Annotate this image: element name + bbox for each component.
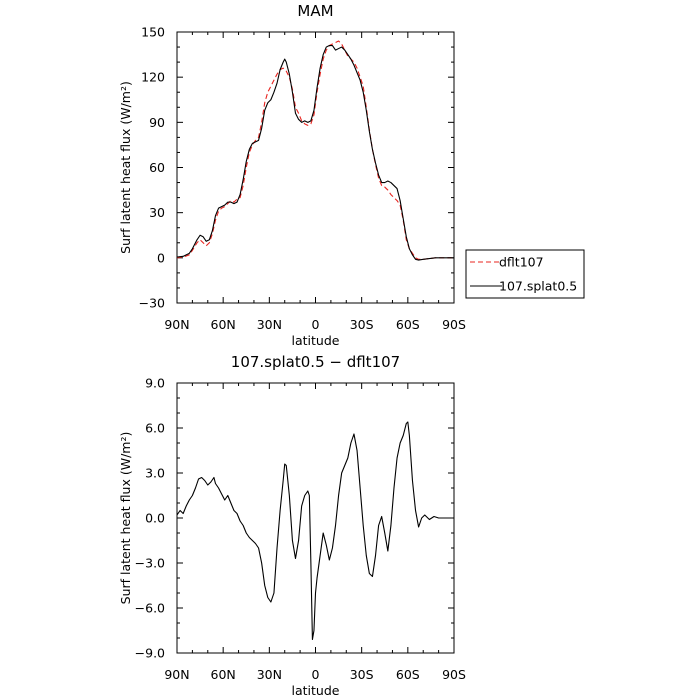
x-tick-label: 30S — [350, 667, 374, 682]
plot-frame — [176, 31, 455, 304]
y-tick-label: 120 — [141, 70, 165, 85]
y-tick-label: −6.0 — [135, 601, 165, 616]
legend-label: 107.splat0.5 — [499, 279, 577, 294]
y-tick-label: 6.0 — [145, 421, 165, 436]
x-tick-label: 60S — [396, 667, 420, 682]
y-tick-label: 60 — [149, 160, 165, 175]
x-tick-label: 90S — [442, 667, 466, 682]
y-tick-label: −30 — [139, 296, 165, 311]
y-axis-title: Surf latent heat flux (W/m²) — [118, 432, 133, 605]
x-tick-label: 60N — [211, 667, 236, 682]
y-tick-label: 9.0 — [145, 376, 165, 391]
x-tick-label: 30S — [350, 317, 374, 332]
x-tick-label: 60N — [211, 317, 236, 332]
x-axis-title: latitude — [292, 683, 340, 698]
legend: dflt107 107.splat0.5 — [465, 249, 585, 299]
x-tick-label: 90N — [164, 317, 189, 332]
y-tick-label: 30 — [149, 205, 165, 220]
x-axis-title: latitude — [292, 333, 340, 348]
y-axis-title: Surf latent heat flux (W/m²) — [118, 81, 133, 254]
chart-title: 107.splat0.5 − dflt107 — [231, 353, 400, 371]
y-tick-label: 0 — [157, 250, 165, 265]
x-tick-label: 30N — [257, 317, 282, 332]
series-line-dflt107 — [177, 40, 454, 260]
y-tick-label: 3.0 — [145, 466, 165, 481]
y-tick-label: 90 — [149, 115, 165, 130]
bottom-panel-difference: 107.splat0.5 − dflt107 90N 60N 30N 0 30S 60S 90… — [118, 353, 466, 698]
legend-label: dflt107 — [499, 255, 544, 270]
legend-box — [465, 249, 585, 299]
top-panel-mam: MAM 90N 60N 30N 0 30S 60S 90S −30 0 30 60 90 120 150 la… — [118, 2, 585, 348]
x-tick-label: 0 — [312, 317, 320, 332]
chart-title: MAM — [297, 2, 333, 20]
y-tick-label: 0.0 — [145, 511, 165, 526]
series-line-0 — [177, 421, 454, 641]
x-tick-label: 60S — [396, 317, 420, 332]
x-tick-label: 90S — [442, 317, 466, 332]
plot-frame — [176, 382, 455, 654]
y-tick-label: 150 — [141, 25, 165, 40]
x-tick-label: 30N — [257, 667, 282, 682]
series-line-107-splat0-5 — [177, 45, 454, 261]
y-tick-label: −3.0 — [135, 556, 165, 571]
x-tick-label: 0 — [312, 667, 320, 682]
x-tick-label: 90N — [164, 667, 189, 682]
y-tick-label: −9.0 — [135, 646, 165, 661]
